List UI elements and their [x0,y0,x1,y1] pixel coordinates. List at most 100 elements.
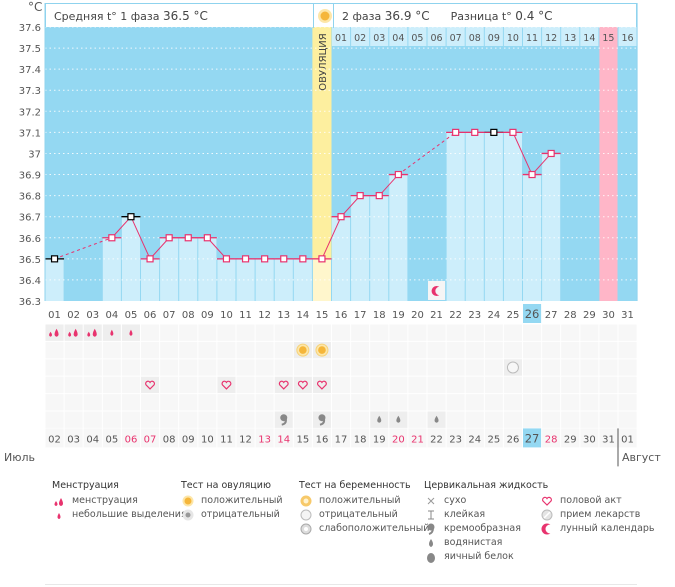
cycle-day-label: 30 [602,310,615,321]
ovulation-test-cell [274,341,293,359]
legend-pregnancy-test: Тест на беременность положительный отриц… [299,480,429,536]
calendar-date-label: 28 [545,434,558,445]
temperature-bar [179,237,198,301]
date-cell [580,428,599,448]
date-cell [83,428,102,448]
medication-cell [102,394,121,411]
menstruation-cell [618,324,637,341]
cycle-day-label: 03 [86,310,99,321]
ovulation-test-cell [64,341,83,359]
cervical-fluid-cell [446,411,465,428]
calendar-date-label: 26 [507,434,520,445]
intercourse-cell [446,376,465,394]
calendar-date-label: 21 [411,434,424,445]
cervical-fluid-cell [484,411,503,428]
next-cycle-day-cell [427,27,446,46]
medication-cell [484,394,503,411]
date-cell [446,428,465,448]
date-cell [236,428,255,448]
ovulation-test-cell [83,341,102,359]
legend-label: половой акт [560,495,622,506]
cycle-day-label: 09 [201,310,214,321]
ovulation-test-cell [198,341,217,359]
cycle-day-label: 29 [583,310,596,321]
next-cycle-day-cell [503,27,522,46]
phase1-average: Средняя t° 1 фаза 36.5 °C [54,9,208,23]
menstruation-cell [408,324,427,341]
cycle-day-label: 02 [67,310,80,321]
menstruation-cell [580,324,599,341]
legend-other: половой акт прием лекарств лунный календ… [540,494,655,536]
temperature-bar [312,258,331,301]
legend-label: сухо [444,495,467,506]
intercourse-cell [312,376,331,394]
pregnancy-test-cell [580,359,599,376]
cervical-fluid-cell [64,411,83,428]
y-tick-label: 36.4 [19,276,41,287]
chart-header: Средняя t° 1 фаза 36.5 °C 2 фаза 36.9 °C… [45,3,637,28]
calendar-date-label: 11 [220,434,233,445]
medication-cell [542,394,561,411]
cycle-day-label: 18 [373,310,386,321]
legend-item: кремообразная [424,522,548,536]
pregnancy-test-cell [198,359,217,376]
date-cell [599,428,618,448]
temperature-bar [255,258,274,301]
cervical-fluid-cell [599,411,618,428]
heart-icon [317,380,327,390]
cycle-day-label: 12 [258,310,271,321]
cervical-fluid-cell [542,411,561,428]
calendar-date-label: 18 [354,434,367,445]
phase1-label: Средняя t° 1 фаза [54,10,160,23]
ovulation-test-cell [141,341,160,359]
pregnancy-test-cell [236,359,255,376]
ovulation-test-cell [121,341,140,359]
menstruation-cell [198,324,217,341]
cycle-day-label: 31 [621,310,634,321]
menstruation-cell [217,324,236,341]
legend-item: водянистая [424,536,548,550]
calendar-date-label: 22 [430,434,443,445]
medication-cell [45,394,64,411]
y-tick-label: 37.2 [19,107,41,118]
menstruation-cell [446,324,465,341]
calendar-date-label: 20 [392,434,405,445]
legend-menstruation: Менструация менструация небольшие выделе… [52,480,187,522]
intercourse-cell [102,376,121,394]
calendar-date-label: 01 [621,434,634,445]
diff-label: Разница t° [450,10,512,23]
ovulation-test-cell [484,341,503,359]
next-cycle-day-label: 05 [411,33,423,44]
ovulation-test-cell [370,341,389,359]
next-cycle-day-label: 11 [526,33,538,44]
menstruation-heavy-icon [52,495,66,507]
intercourse-cell [465,376,484,394]
watery-fluid-icon [396,415,401,423]
temperature-point [50,255,59,263]
month-end-label: Август [622,451,661,464]
moon-icon [540,523,555,535]
menstruation-cell [255,324,274,341]
legend-label: отрицательный [319,509,398,520]
menstruation-cell [141,324,160,341]
temperature-point [547,149,555,158]
calendar-date-label: 15 [296,434,309,445]
heart-icon [297,380,308,390]
menstruation-cell [523,324,542,341]
temperature-line-segment [512,132,533,175]
menstruation-cell [484,324,503,341]
temperature-point [528,170,536,179]
header-divider [313,4,314,28]
medication-cell [523,394,542,411]
y-tick-label: 36.8 [19,192,41,203]
next-cycle-day-label: 14 [583,33,595,44]
next-cycle-day-cell [465,27,484,46]
calendar-date-label: 06 [125,434,138,445]
heart-icon [145,380,155,390]
y-tick-label: 37.3 [19,86,41,97]
legend-item: клейкая [424,508,548,522]
creamy-fluid-icon-tail [319,418,326,426]
medication-cell [427,394,446,411]
pregnancy-test-cell [312,359,331,376]
next-cycle-day-label: 03 [373,33,385,44]
